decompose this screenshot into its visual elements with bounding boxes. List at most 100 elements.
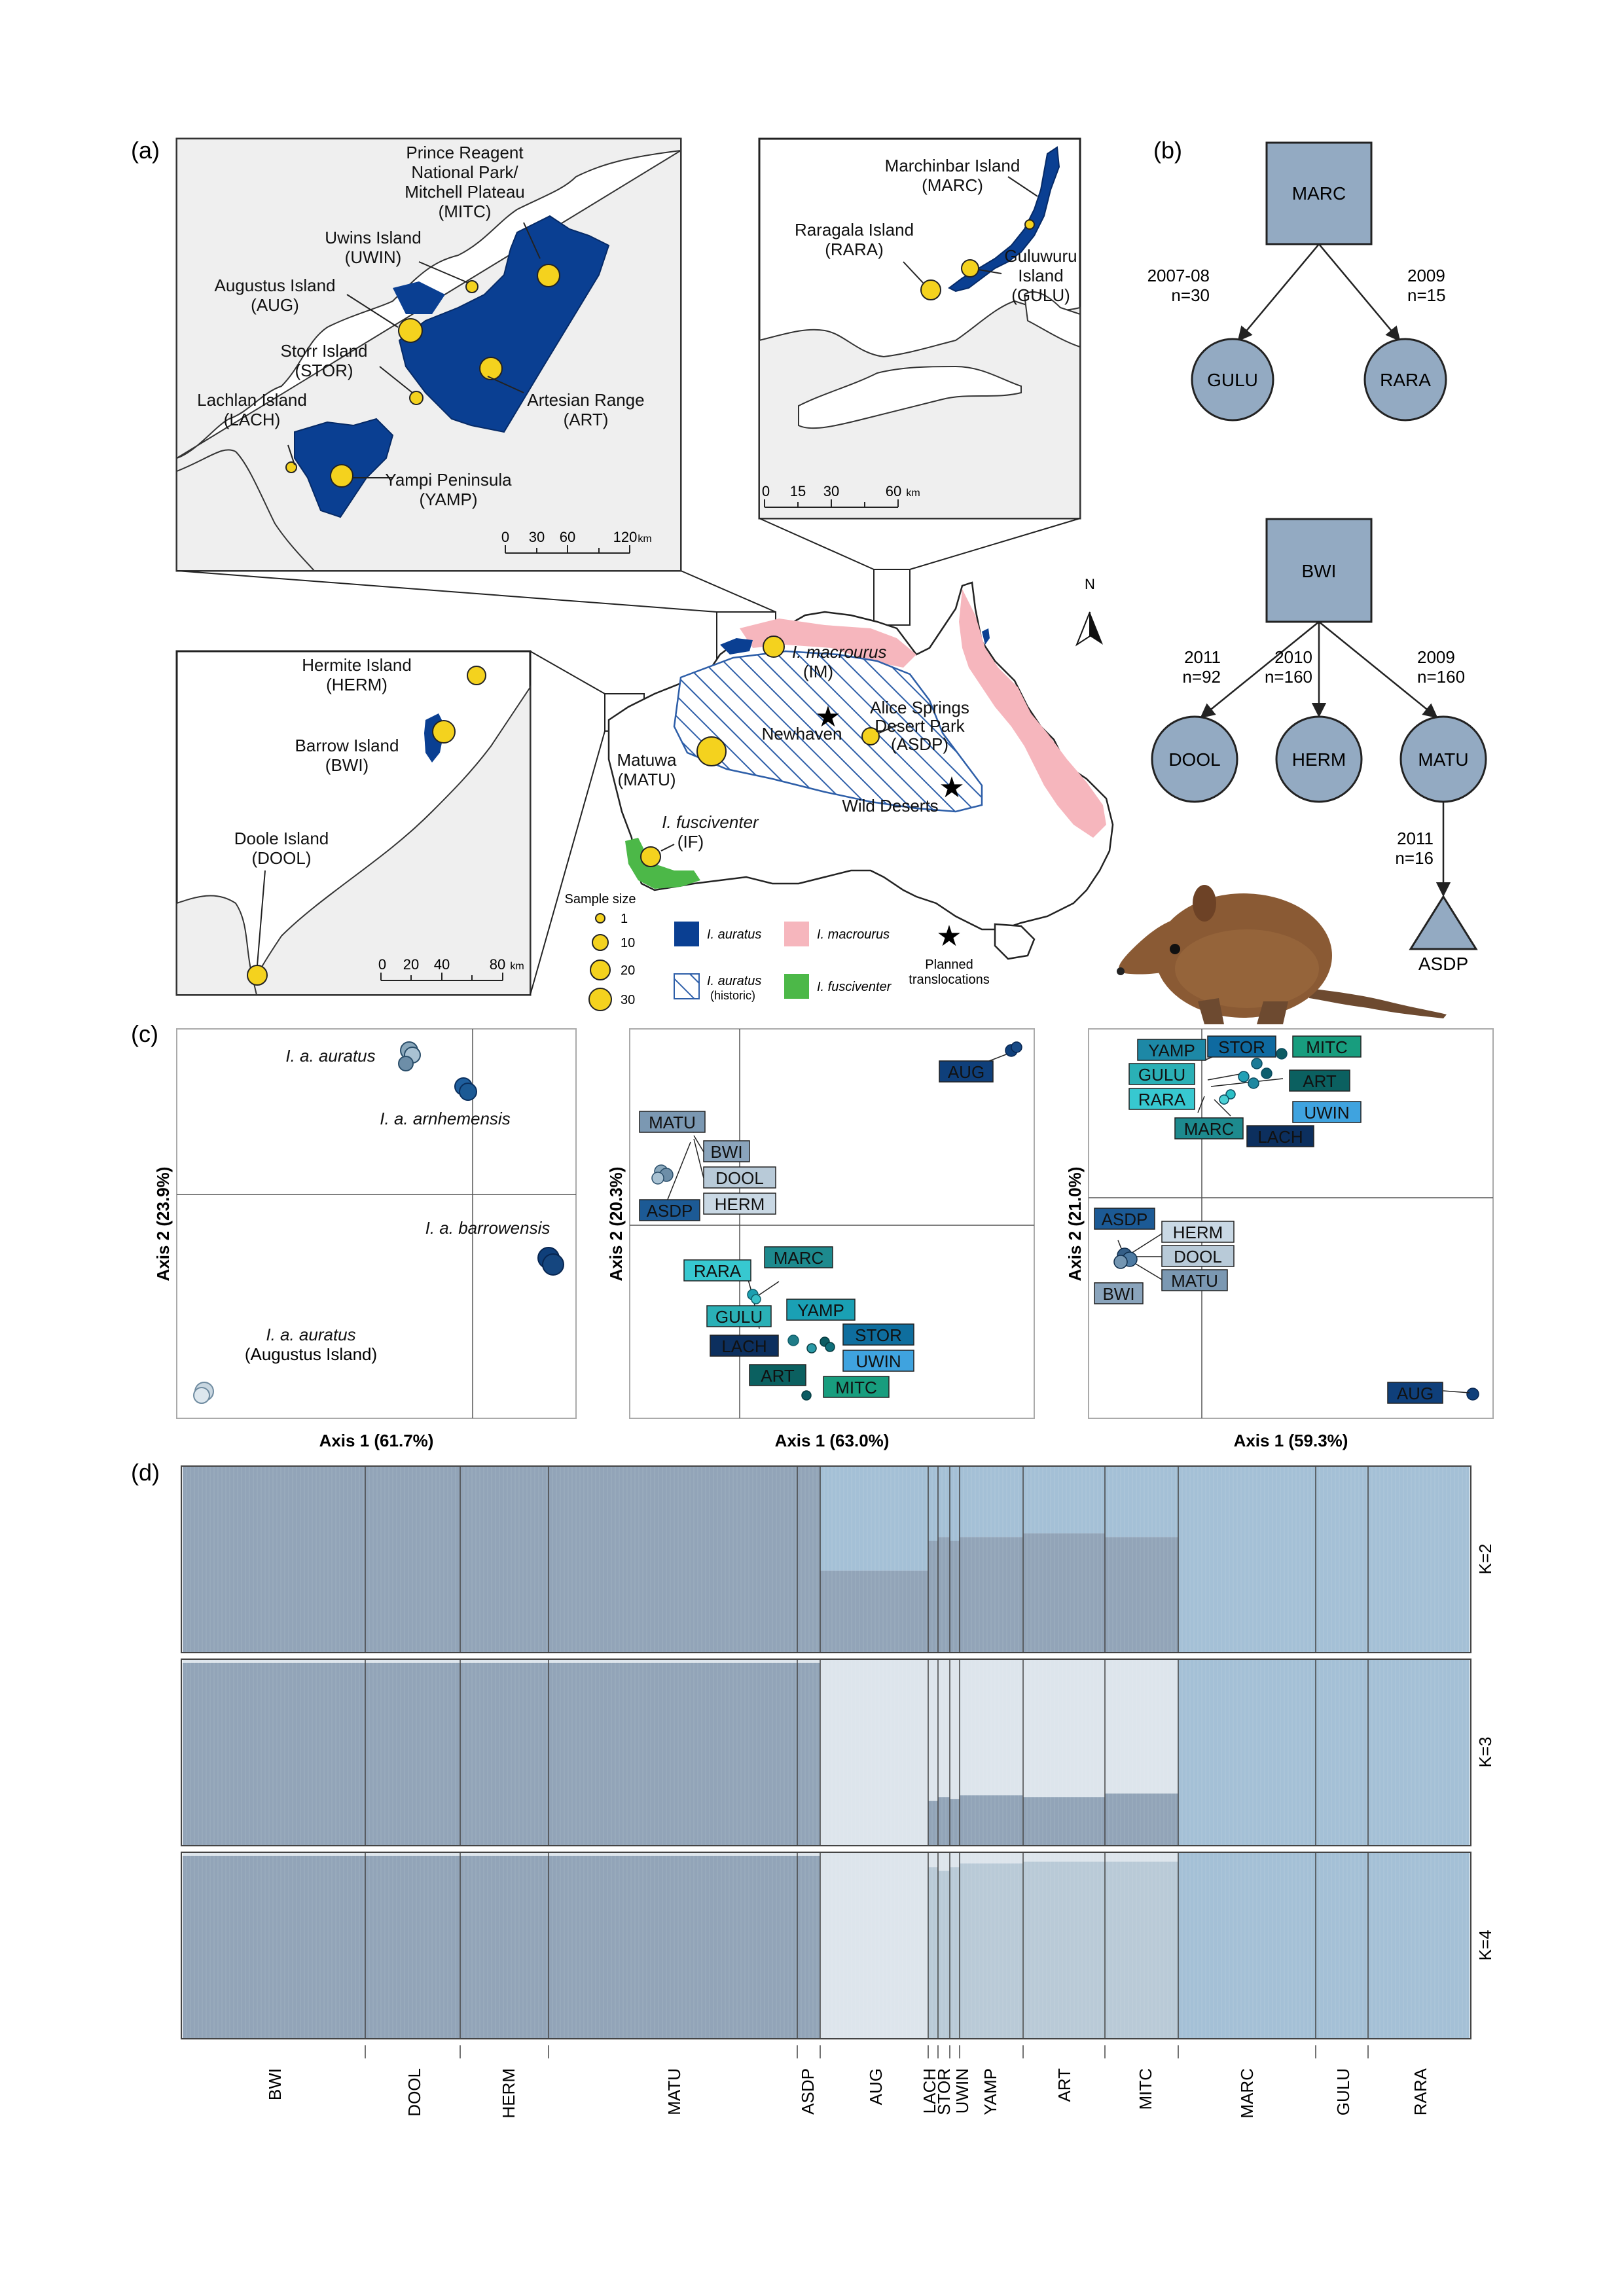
site-marker-im (763, 636, 785, 658)
svg-text:30: 30 (621, 993, 635, 1007)
pca2-label-art: ART (761, 1366, 795, 1386)
pca3-label-herm: HERM (1173, 1223, 1223, 1242)
structure-bar-k4-asdp-c3 (797, 1852, 820, 1856)
structure-bar-k4-dool-c1 (365, 1856, 460, 2039)
structure-bar-k3-uwin-c1 (950, 1799, 960, 1846)
pca2-label-gulu: GULU (715, 1307, 763, 1327)
structure-bar-k3-stor-c1 (938, 1797, 950, 1846)
label-dool-1: Doole Island (234, 829, 329, 848)
pca3-xlabel: Axis 1 (59.3%) (1234, 1431, 1348, 1450)
structure-bar-k3-matu-c1 (549, 1662, 797, 1846)
arnhem-auratus-range (948, 146, 1060, 293)
structure-bar-k3-art-c1 (1023, 1797, 1105, 1846)
svg-text:km: km (906, 488, 920, 499)
population-label-aug: AUG (866, 2068, 886, 2105)
site-marker-gulu (961, 259, 979, 278)
label-dool-2: (DOOL) (252, 848, 312, 868)
population-label-stor: STOR (934, 2068, 954, 2115)
svg-text:MARC: MARC (1292, 183, 1346, 204)
svg-text:15: 15 (790, 483, 806, 499)
tree-node-herm (1275, 715, 1363, 803)
legend-star: ★ (936, 920, 962, 952)
k-label-3: K=3 (1475, 1737, 1495, 1768)
svg-text:BWI: BWI (1302, 561, 1337, 581)
svg-text:n=16: n=16 (1395, 848, 1434, 868)
structure-bar-k4-marc-c2 (1178, 1852, 1316, 2039)
structure-bar-k2-gulu-c2 (1316, 1466, 1368, 1653)
site-marker-aug (398, 318, 423, 343)
label-gulu-2: Island (1018, 266, 1063, 285)
label-mitc-2: National Park/ (411, 162, 518, 182)
population-label-rara: RARA (1411, 2068, 1430, 2115)
structure-bar-k4-bwi-c3 (183, 1852, 365, 1856)
structure-bar-k4-stor-c3 (938, 1852, 950, 1871)
structure-bar-k4-lach-c4 (928, 1867, 938, 2039)
pca1-xlabel: Axis 1 (61.7%) (319, 1431, 434, 1450)
label-gulu-3: (GULU) (1011, 285, 1070, 305)
structure-bar-k2-dool-c1 (365, 1466, 460, 1653)
label-herm-1: Hermite Island (302, 655, 412, 675)
translocation-tree-marc: MARC GULU RARA 2007-08 n=30 2009 n=15 (1147, 141, 1447, 422)
svg-text:(historic): (historic) (710, 989, 755, 1002)
pilbara-inset: Hermite Island (HERM) Barrow Island (BWI… (175, 650, 532, 996)
structure-bar-k4-herm-c3 (460, 1852, 549, 1856)
structure-bar-k4-yamp-c3 (960, 1852, 1023, 1864)
pca-plot-1: I. a. auratus I. a. arnhemensis I. a. ba… (153, 1028, 577, 1450)
pca3-label-art: ART (1303, 1071, 1337, 1091)
macrourus-range-north (740, 619, 916, 668)
population-label-dool: DOOL (405, 2068, 424, 2117)
pca2-label-aug: AUG (948, 1062, 984, 1082)
svg-text:km: km (510, 961, 524, 972)
structure-bar-k4-gulu-c2 (1316, 1852, 1368, 2039)
tasmania (994, 923, 1036, 960)
structure-bar-k3-marc-c2 (1178, 1659, 1316, 1846)
svg-text:Planned: Planned (925, 958, 973, 972)
site-marker-uwin (465, 280, 478, 293)
svg-text:2007-08: 2007-08 (1147, 266, 1210, 285)
pca3-label-lach: LACH (1257, 1127, 1303, 1147)
svg-text:I. auratus: I. auratus (707, 974, 761, 988)
pca2-label-marc: MARC (774, 1248, 824, 1268)
label-mitc-4: (MITC) (439, 202, 492, 221)
population-label-art: ART (1055, 2068, 1074, 2102)
structure-bar-k3-matu-c3 (549, 1659, 797, 1663)
pca3-label-asdp: ASDP (1102, 1210, 1148, 1229)
site-marker-marc (1024, 219, 1035, 230)
label-wild-deserts: Wild Deserts (842, 796, 938, 816)
pca3-label-aug: AUG (1397, 1384, 1434, 1403)
svg-text:km: km (638, 533, 651, 545)
label-if-1: I. fusciventer (662, 812, 759, 832)
map-legend: Sample size 1 10 20 30 I. auratus I. aur… (565, 892, 990, 1011)
structure-bar-k3-dool-c1 (365, 1662, 460, 1846)
structure-plot: K=2 K=3 K=4 BWI DOOL HERM MATU ASDP AUG LACHST… (181, 1465, 1495, 2119)
label-if-2: (IF) (677, 832, 704, 852)
structure-bar-k2-mitc-c1 (1105, 1537, 1178, 1653)
structure-bar-k3-yamp-c1 (960, 1795, 1023, 1846)
svg-text:2009: 2009 (1407, 266, 1445, 285)
structure-bar-k3-bwi-c1 (183, 1662, 365, 1846)
population-label-gulu: GULU (1333, 2068, 1353, 2115)
structure-bar-k3-lach-c3 (928, 1659, 938, 1801)
tree-node-marc (1265, 141, 1373, 245)
structure-bar-k2-lach-c2 (928, 1466, 938, 1541)
label-asdp-1: Alice Springs (870, 698, 969, 717)
svg-text:n=15: n=15 (1407, 285, 1446, 305)
panel-label-c: (c) (131, 1020, 158, 1047)
label-lach-1: Lachlan Island (197, 390, 307, 410)
structure-bar-k3-asdp-c3 (797, 1659, 820, 1663)
pca3-label-marc: MARC (1184, 1119, 1235, 1139)
svg-text:I. auratus: I. auratus (707, 927, 761, 942)
structure-bar-k2-bwi-c1 (183, 1466, 365, 1653)
pca1-label-arnhemensis: I. a. arnhemensis (380, 1109, 510, 1128)
legend-swatch-macrourus (784, 922, 809, 946)
label-rara-1: Raragala Island (795, 220, 914, 240)
structure-bar-k4-matu-c1 (549, 1856, 797, 2039)
legend-swatch-historic (674, 973, 700, 999)
tree-node-dool (1151, 715, 1238, 803)
legend-swatch-fusciventer (784, 974, 809, 999)
svg-text:0: 0 (378, 956, 386, 973)
label-matu-2: (MATU) (617, 770, 676, 789)
structure-bar-k4-uwin-c4 (950, 1867, 960, 2039)
label-marc-2: (MARC) (922, 175, 983, 195)
site-marker-if (640, 846, 661, 867)
